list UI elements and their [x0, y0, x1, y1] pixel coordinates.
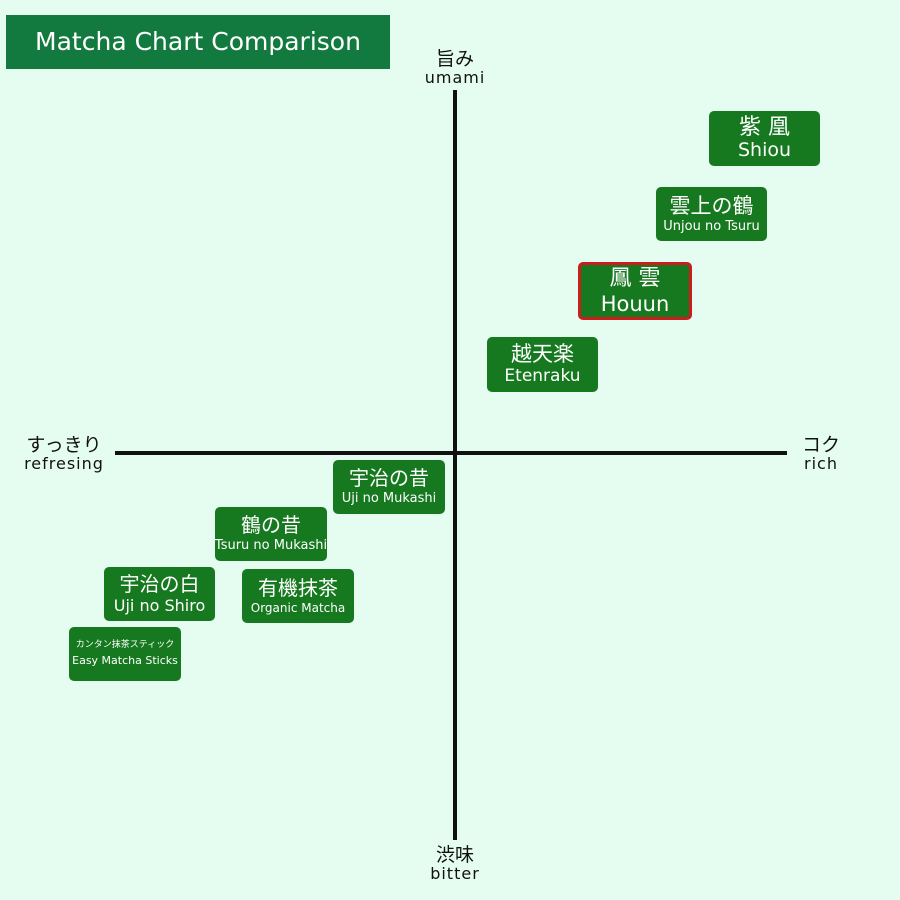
product-easy-matcha-sticks[interactable]: カンタン抹茶スティック Easy Matcha Sticks: [69, 627, 181, 681]
product-uji-no-mukashi-jp: 宇治の昔: [349, 466, 429, 491]
product-etenraku-jp: 越天楽: [511, 342, 574, 367]
product-unjou-no-tsuru[interactable]: 雲上の鶴 Unjou no Tsuru: [656, 187, 767, 241]
product-shiou[interactable]: 紫 凰 Shiou: [709, 111, 820, 166]
product-shiou-en: Shiou: [737, 139, 792, 162]
product-shiou-jp: 紫 凰: [739, 114, 790, 140]
product-easy-matcha-sticks-en: Easy Matcha Sticks: [72, 654, 178, 668]
axis-label-bottom: 渋味 bitter: [395, 846, 515, 882]
axis-label-top-jp: 旨み: [435, 48, 474, 70]
product-uji-no-mukashi[interactable]: 宇治の昔 Uji no Mukashi: [333, 460, 445, 514]
chart-title: Matcha Chart Comparison: [6, 15, 390, 69]
product-unjou-no-tsuru-jp: 雲上の鶴: [669, 193, 754, 218]
axis-label-right: コク rich: [788, 436, 854, 472]
product-tsuru-no-mukashi-en: Tsuru no Mukashi: [215, 538, 327, 554]
product-easy-matcha-sticks-jp: カンタン抹茶スティック: [75, 640, 175, 650]
product-uji-no-mukashi-en: Uji no Mukashi: [341, 491, 437, 507]
product-etenraku[interactable]: 越天楽 Etenraku: [487, 337, 598, 392]
axis-label-left: すっきり refresing: [8, 436, 120, 472]
product-tsuru-no-mukashi-jp: 鶴の昔: [241, 513, 301, 538]
horizontal-axis: [115, 451, 787, 455]
product-uji-no-shiro-en: Uji no Shiro: [113, 595, 206, 615]
product-organic-matcha-en: Organic Matcha: [250, 600, 346, 615]
product-houun-jp: 鳳 雲: [609, 266, 661, 292]
product-organic-matcha[interactable]: 有機抹茶 Organic Matcha: [242, 569, 354, 623]
product-tsuru-no-mukashi[interactable]: 鶴の昔 Tsuru no Mukashi: [215, 507, 327, 561]
axis-label-right-en: rich: [804, 454, 838, 473]
axis-label-top: 旨み umami: [395, 50, 515, 86]
axis-label-bottom-en: bitter: [430, 864, 480, 883]
axis-label-left-jp: すっきり: [26, 434, 102, 456]
product-uji-no-shiro-jp: 宇治の白: [119, 571, 200, 596]
axis-label-left-en: refresing: [24, 454, 104, 473]
vertical-axis: [453, 90, 457, 840]
product-uji-no-shiro[interactable]: 宇治の白 Uji no Shiro: [104, 567, 215, 621]
product-etenraku-en: Etenraku: [504, 366, 581, 387]
product-houun[interactable]: 鳳 雲 Houun: [578, 262, 692, 320]
axis-label-top-en: umami: [424, 68, 486, 87]
product-organic-matcha-jp: 有機抹茶: [258, 575, 338, 600]
axis-label-right-jp: コク: [801, 434, 840, 456]
product-houun-en: Houun: [600, 291, 670, 316]
axis-label-bottom-jp: 渋味: [435, 844, 474, 866]
product-unjou-no-tsuru-en: Unjou no Tsuru: [663, 218, 760, 234]
